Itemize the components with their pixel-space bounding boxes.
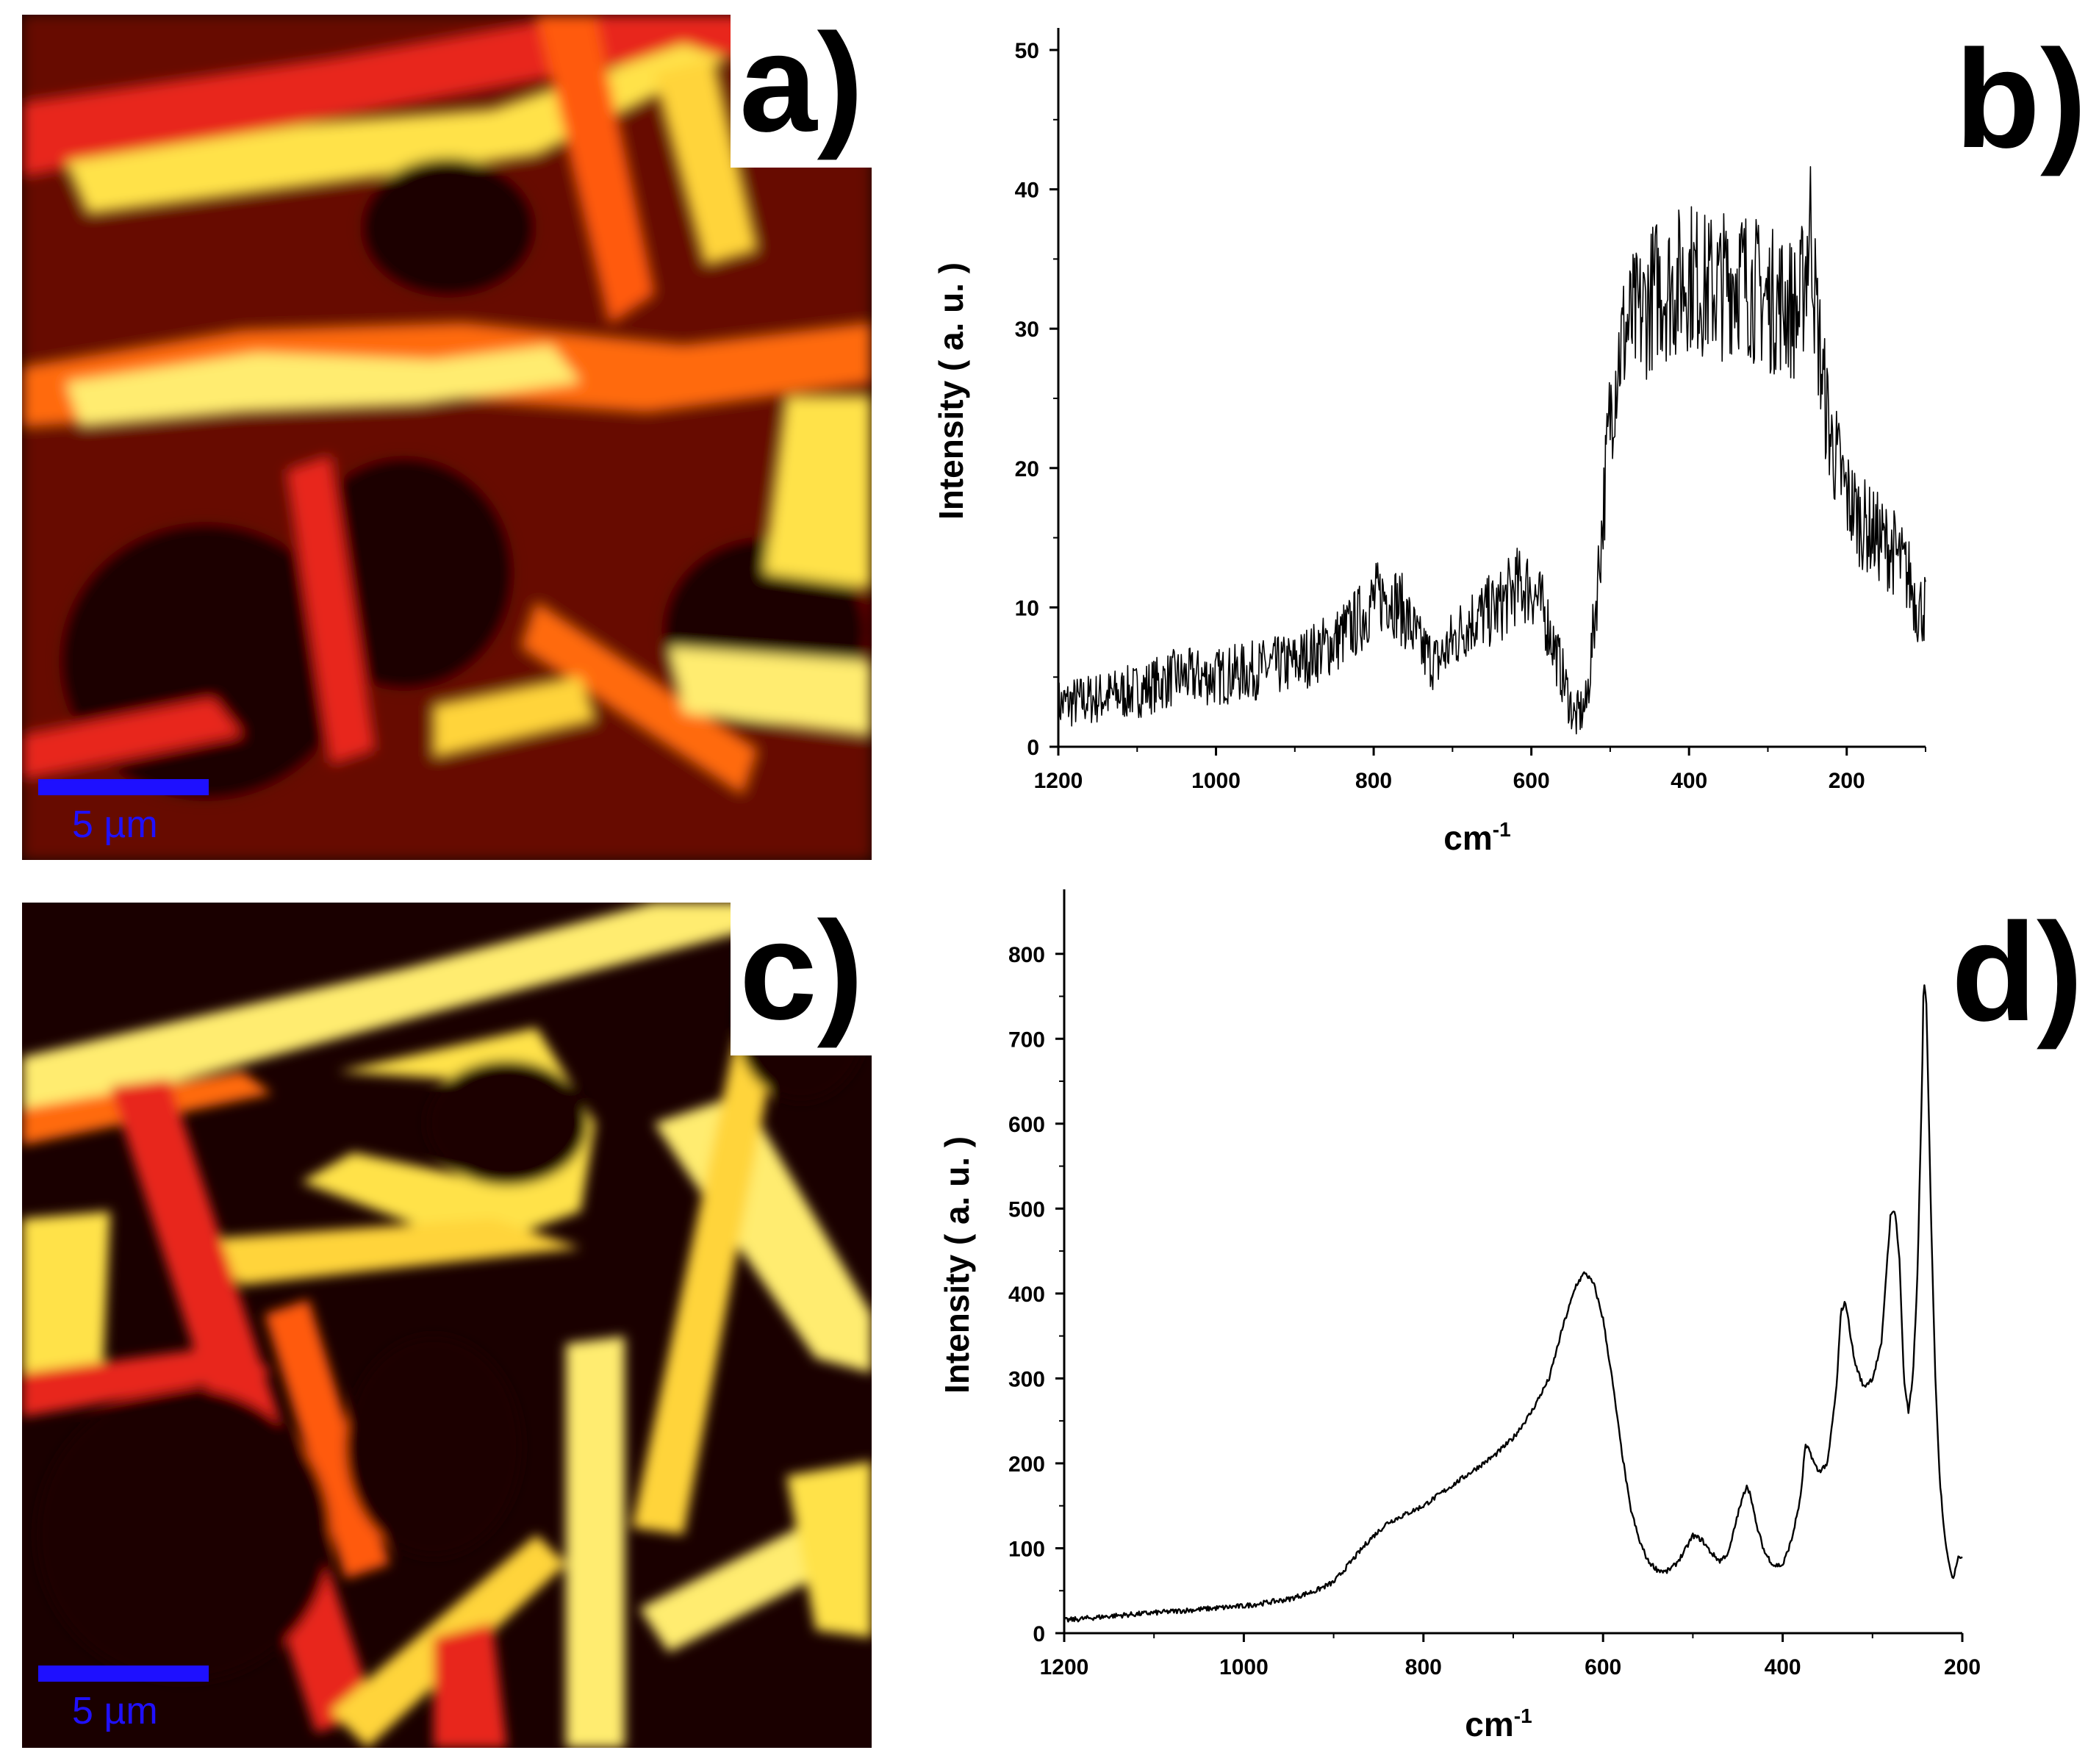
scale-label-c: 5 µm	[72, 1690, 158, 1732]
y-tick-label: 300	[1008, 1367, 1045, 1391]
y-tick-label: 100	[1008, 1537, 1045, 1561]
y-tick-label: 700	[1008, 1028, 1045, 1052]
x-tick-label: 1200	[1034, 769, 1083, 793]
y-tick-label: 800	[1008, 943, 1045, 967]
x-axis-title: cm-1	[1443, 818, 1510, 857]
x-tick-label: 600	[1585, 1655, 1621, 1679]
y-tick-label: 600	[1008, 1113, 1045, 1137]
x-tick-label: 200	[1829, 769, 1865, 793]
x-axis-title-superscript: -1	[1514, 1704, 1532, 1727]
y-tick-label: 40	[1015, 179, 1039, 203]
panel-label-b: b)	[1955, 21, 2087, 177]
scale-bar-a	[38, 779, 209, 795]
y-tick-label: 0	[1027, 736, 1039, 760]
panel-label-d: d)	[1951, 894, 2084, 1050]
x-tick-label: 200	[1944, 1655, 1981, 1679]
chart-b: 0 10 20 30 40 50 1200 1000 800 600 400 200 Intensity…	[932, 28, 1926, 857]
series-line	[1063, 984, 1963, 1623]
y-tick-label: 50	[1015, 39, 1039, 63]
scale-label-a: 5 µm	[72, 803, 158, 846]
panel-a-heatmap	[22, 15, 872, 860]
y-tick-label: 500	[1008, 1197, 1045, 1222]
heatmap-c-image	[22, 903, 872, 1748]
series-line	[1058, 166, 1926, 735]
x-tick-label: 400	[1671, 769, 1707, 793]
y-tick-label: 10	[1015, 596, 1039, 620]
x-axis-title-superscript: -1	[1493, 818, 1511, 841]
x-tick-label: 800	[1355, 769, 1392, 793]
y-axis-title: Intensity ( a. u. )	[932, 262, 970, 520]
x-axis-title-main: cm	[1465, 1705, 1513, 1743]
x-tick-label: 400	[1765, 1655, 1801, 1679]
chart-b-svg: 0 10 20 30 40 50 1200 1000 800 600 400 200 Intensity…	[932, 28, 1926, 857]
x-tick-label: 600	[1513, 769, 1550, 793]
panel-label-c: c)	[731, 901, 872, 1055]
panel-c-heatmap	[22, 903, 872, 1748]
chart-d-svg: 0 100 200 300 400 500 600 700 800 1200 1000 800 600 4…	[938, 889, 1981, 1743]
y-tick-label: 0	[1033, 1622, 1045, 1646]
chart-d: 0 100 200 300 400 500 600 700 800 1200 1000 800 600 4…	[0, 882, 2099, 1764]
panel-label-a: a)	[731, 13, 872, 168]
x-axis-title-main: cm	[1443, 819, 1492, 857]
scale-bar-c	[38, 1666, 209, 1682]
y-tick-label: 200	[1008, 1452, 1045, 1477]
y-tick-label: 30	[1015, 318, 1039, 342]
x-tick-label: 800	[1405, 1655, 1442, 1679]
y-tick-label: 20	[1015, 457, 1039, 481]
y-axis-title: Intensity ( a. u. )	[938, 1136, 976, 1394]
x-tick-label: 1000	[1219, 1655, 1269, 1679]
x-axis-title: cm-1	[1465, 1704, 1532, 1743]
x-tick-label: 1200	[1040, 1655, 1089, 1679]
heatmap-a-image	[22, 15, 872, 860]
x-tick-label: 1000	[1191, 769, 1241, 793]
y-tick-label: 400	[1008, 1283, 1045, 1307]
